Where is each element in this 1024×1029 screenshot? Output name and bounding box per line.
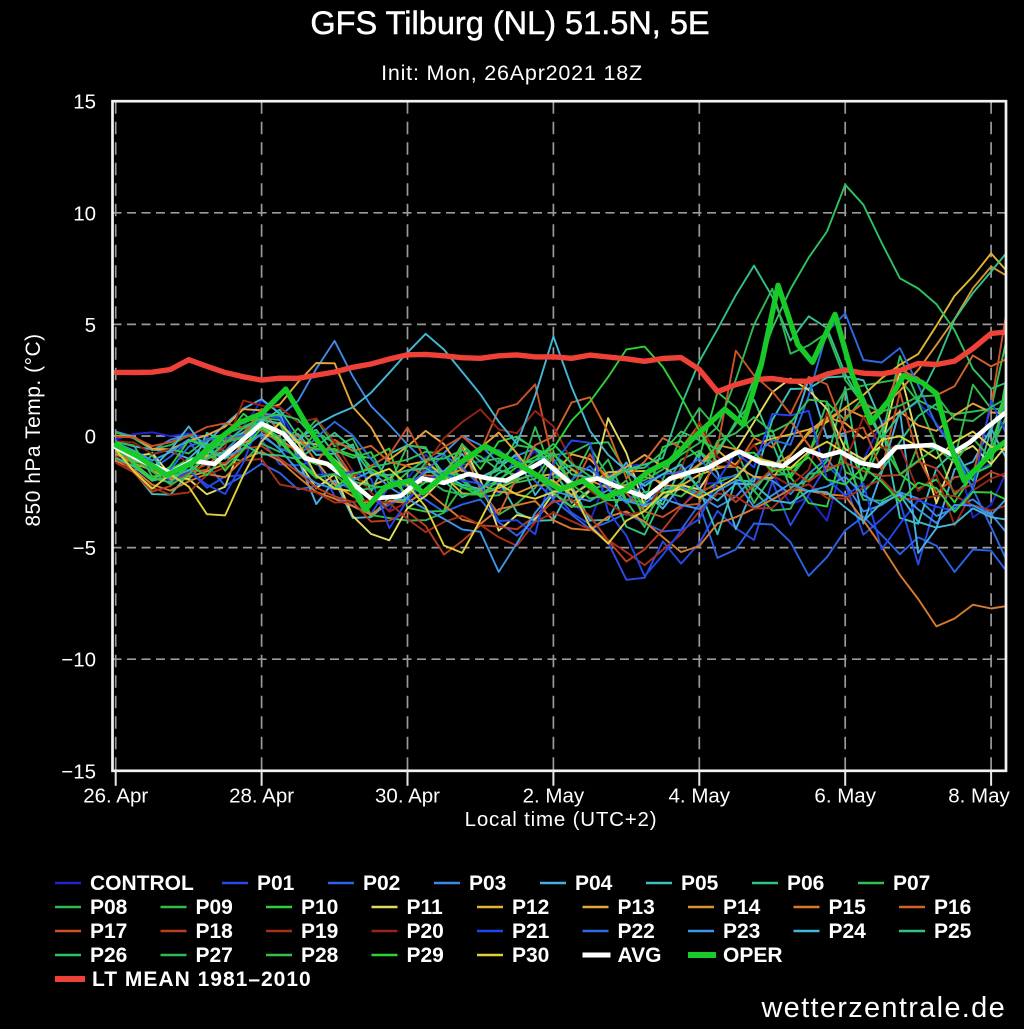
svg-text:AVG: AVG xyxy=(618,944,662,967)
svg-text:P07: P07 xyxy=(893,872,930,895)
svg-text:850 hPa Temp. (°C): 850 hPa Temp. (°C) xyxy=(22,333,45,526)
svg-text:LT MEAN 1981–2010: LT MEAN 1981–2010 xyxy=(92,968,312,991)
svg-text:10: 10 xyxy=(73,202,96,225)
svg-text:P16: P16 xyxy=(934,896,971,919)
svg-text:Init: Mon, 26Apr2021 18Z: Init: Mon, 26Apr2021 18Z xyxy=(381,61,643,85)
svg-text:P21: P21 xyxy=(512,920,550,943)
svg-text:P20: P20 xyxy=(407,920,444,943)
svg-text:P08: P08 xyxy=(90,896,128,919)
svg-text:0: 0 xyxy=(85,426,96,449)
svg-text:P17: P17 xyxy=(90,920,127,943)
svg-text:15: 15 xyxy=(73,91,96,114)
svg-text:P19: P19 xyxy=(301,920,338,943)
svg-text:OPER: OPER xyxy=(723,944,783,967)
svg-text:2. May: 2. May xyxy=(523,785,585,808)
svg-text:P11: P11 xyxy=(407,896,444,919)
svg-text:P30: P30 xyxy=(512,944,549,967)
svg-text:P06: P06 xyxy=(787,872,824,895)
svg-text:P15: P15 xyxy=(829,896,867,919)
svg-text:P12: P12 xyxy=(512,896,549,919)
svg-text:P13: P13 xyxy=(618,896,655,919)
svg-text:8. May: 8. May xyxy=(948,785,1010,808)
svg-text:P03: P03 xyxy=(469,872,506,895)
svg-text:5: 5 xyxy=(85,314,96,337)
svg-text:−10: −10 xyxy=(61,649,96,672)
svg-text:P27: P27 xyxy=(196,944,233,967)
svg-text:4. May: 4. May xyxy=(669,785,731,808)
svg-text:GFS Tilburg (NL) 51.5N, 5E: GFS Tilburg (NL) 51.5N, 5E xyxy=(310,5,709,41)
svg-text:30. Apr: 30. Apr xyxy=(375,785,440,808)
svg-text:P18: P18 xyxy=(196,920,234,943)
svg-text:Local time (UTC+2): Local time (UTC+2) xyxy=(465,808,658,831)
svg-text:P02: P02 xyxy=(363,872,400,895)
svg-text:wetterzentrale.de: wetterzentrale.de xyxy=(760,992,1006,1024)
svg-text:P25: P25 xyxy=(934,920,972,943)
svg-text:P28: P28 xyxy=(301,944,339,967)
svg-text:P26: P26 xyxy=(90,944,127,967)
svg-text:−15: −15 xyxy=(61,760,96,783)
svg-text:P09: P09 xyxy=(196,896,233,919)
svg-text:P23: P23 xyxy=(723,920,760,943)
svg-text:26. Apr: 26. Apr xyxy=(83,785,148,808)
svg-text:6. May: 6. May xyxy=(814,785,876,808)
svg-text:P24: P24 xyxy=(829,920,867,943)
svg-text:28. Apr: 28. Apr xyxy=(229,785,294,808)
svg-text:P01: P01 xyxy=(257,872,295,895)
svg-text:P14: P14 xyxy=(723,896,761,919)
svg-text:P04: P04 xyxy=(575,872,613,895)
svg-text:P05: P05 xyxy=(681,872,719,895)
svg-text:CONTROL: CONTROL xyxy=(90,872,194,895)
svg-text:−5: −5 xyxy=(73,537,96,560)
svg-text:P10: P10 xyxy=(301,896,338,919)
svg-text:P22: P22 xyxy=(618,920,655,943)
svg-text:P29: P29 xyxy=(407,944,444,967)
